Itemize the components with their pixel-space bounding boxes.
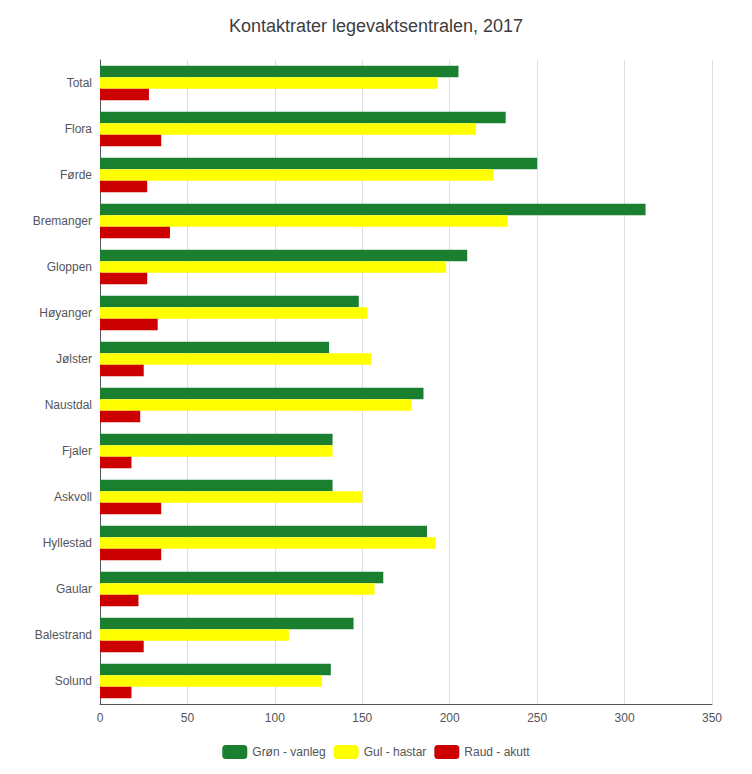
svg-text:200: 200	[440, 711, 460, 725]
svg-text:100: 100	[265, 711, 285, 725]
svg-text:Balestrand: Balestrand	[35, 628, 92, 642]
svg-text:Total: Total	[67, 76, 92, 90]
svg-text:0: 0	[97, 711, 104, 725]
svg-text:Grøn - vanleg: Grøn - vanleg	[252, 745, 325, 759]
svg-text:Naustdal: Naustdal	[45, 398, 92, 412]
svg-text:Jølster: Jølster	[56, 352, 92, 366]
svg-text:Kontaktrater legevaktsentralen: Kontaktrater legevaktsentralen, 2017	[229, 16, 523, 36]
svg-text:Gloppen: Gloppen	[47, 260, 92, 274]
svg-text:250: 250	[527, 711, 547, 725]
svg-text:Fjaler: Fjaler	[62, 444, 92, 458]
svg-text:150: 150	[352, 711, 372, 725]
svg-text:Flora: Flora	[65, 122, 93, 136]
svg-text:Raud - akutt: Raud - akutt	[464, 745, 530, 759]
svg-text:300: 300	[615, 711, 635, 725]
svg-text:Askvoll: Askvoll	[54, 490, 92, 504]
svg-text:Bremanger: Bremanger	[33, 214, 92, 228]
svg-text:Gaular: Gaular	[56, 582, 92, 596]
svg-text:Hyllestad: Hyllestad	[43, 536, 92, 550]
svg-text:Førde: Førde	[60, 168, 92, 182]
svg-text:50: 50	[181, 711, 195, 725]
svg-text:Solund: Solund	[55, 674, 92, 688]
svg-text:Gul - hastar: Gul - hastar	[364, 745, 427, 759]
svg-text:Høyanger: Høyanger	[39, 306, 92, 320]
svg-text:350: 350	[702, 711, 722, 725]
